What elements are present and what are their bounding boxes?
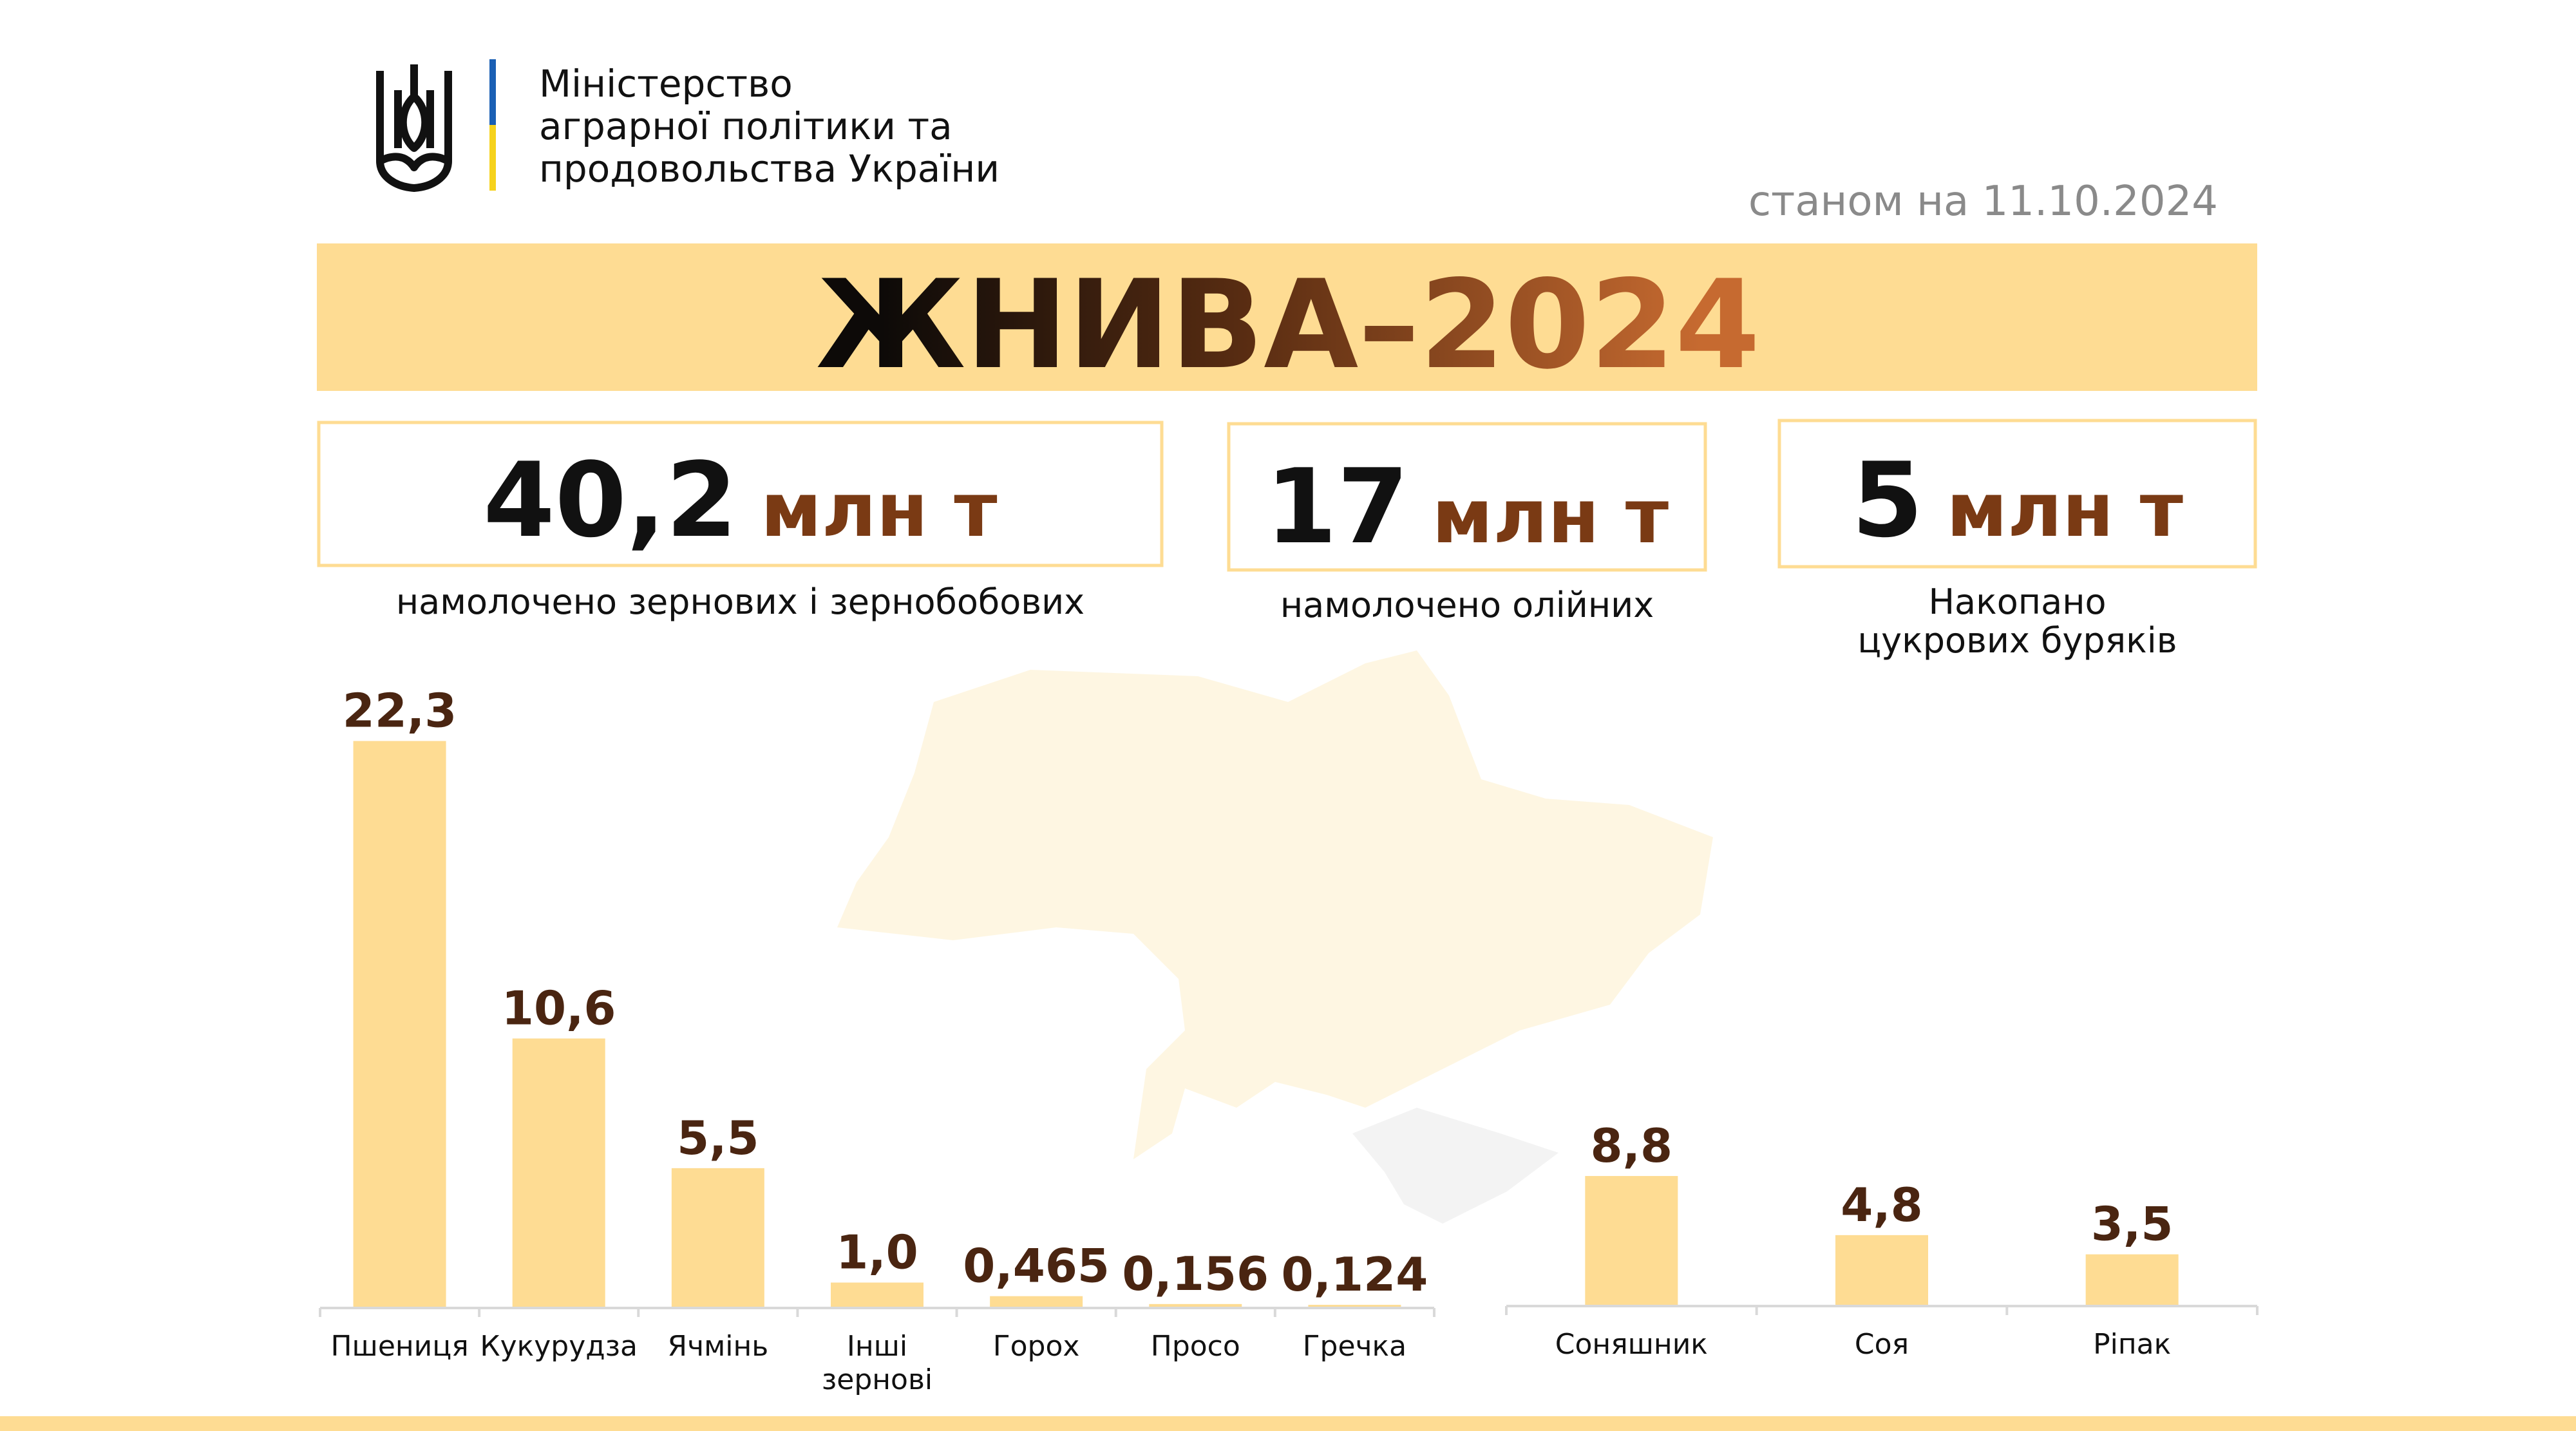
bar [990,1296,1083,1308]
value-label: 8,8 [1591,1119,1673,1173]
stat-value: 17 млн т [1265,446,1669,567]
flag-yellow [489,125,496,191]
value-label: 4,8 [1841,1178,1923,1232]
bottom-strip [0,1416,2576,1431]
stat-unit: млн т [1946,467,2183,554]
value-label: 22,3 [343,684,457,738]
x-tick-label: Кукурудза [480,1330,638,1363]
bar [1585,1176,1678,1306]
stat-label: намолочено зернових і зернобобових [395,582,1085,622]
stat-value: 40,2 млн т [483,440,997,560]
ministry-line: аграрної політики та [539,104,952,148]
stat-number: 5 [1852,440,1923,560]
x-tick-label: Гречка [1302,1330,1407,1363]
x-tick-label: Соняшник [1555,1328,1708,1361]
x-tick-label: Ячмінь [667,1330,769,1363]
bar [671,1168,764,1308]
bar [1149,1303,1242,1308]
bar [831,1282,923,1308]
value-label: 0,465 [963,1239,1110,1293]
stat-label: намолочено олійних [1280,585,1654,625]
bar [512,1038,605,1308]
stat-label: цукрових буряків [1857,620,2177,661]
bar [1835,1235,1928,1306]
stat-number: 40,2 [483,440,737,560]
stat-box [317,421,1164,567]
x-tick-label: Горох [992,1330,1080,1363]
stat-unit: млн т [761,467,998,554]
flag-blue [489,59,496,125]
value-label: 0,124 [1282,1247,1428,1302]
date: станом на 11.10.2024 [1748,178,2218,225]
value-label: 0,156 [1122,1247,1269,1301]
x-tick-label: Інші зернові [821,1330,933,1396]
x-tick-label: Пшениця [330,1330,469,1363]
x-tick-label: Просо [1150,1330,1240,1363]
value-label: 1,0 [836,1226,918,1280]
x-tick-label: Ріпак [2093,1328,2172,1361]
bar [353,741,446,1308]
stat-unit: млн т [1432,473,1669,560]
x-tick-label: Соя [1854,1328,1909,1361]
stat-number: 17 [1265,446,1409,567]
emblem [376,64,452,192]
stat-box [1227,422,1707,572]
ministry-line: продовольства України [539,147,999,191]
ministry-line: Міністерство [539,62,793,106]
bar [1308,1305,1401,1308]
stat-label: Накопано [1928,582,2107,622]
value-label: 5,5 [677,1111,759,1165]
title-banner [317,243,2257,391]
title: ЖНИВА–2024 [816,254,1760,396]
stat-value: 5 млн т [1852,440,2183,560]
stat-box [1777,419,2257,569]
bar [2085,1254,2179,1306]
map-background [837,650,1713,1159]
value-label: 10,6 [502,981,616,1036]
map-crimea [1352,1108,1558,1224]
value-label: 3,5 [2091,1197,2174,1251]
